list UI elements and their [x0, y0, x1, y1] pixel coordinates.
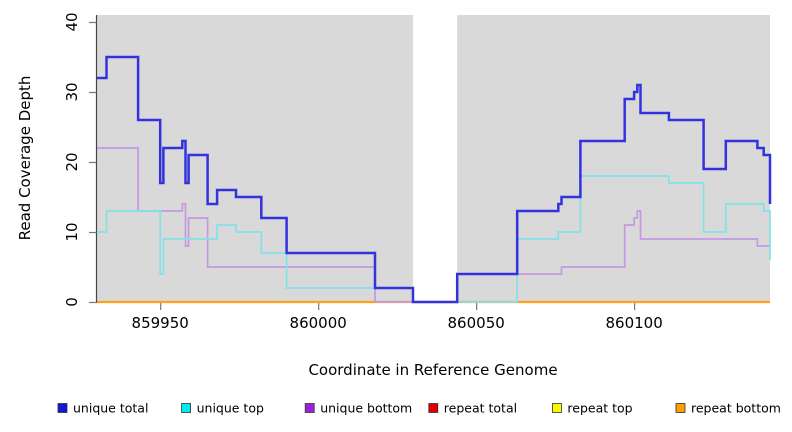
x-tick-label: 860050 — [448, 314, 505, 332]
x-tick-label: 859950 — [132, 314, 189, 332]
legend-swatch-repeat-top — [552, 403, 562, 413]
legend-label-unique-total: unique total — [73, 401, 148, 416]
series-unique-total — [97, 55, 772, 304]
legend-swatch-unique-top — [181, 403, 192, 413]
legend-item: repeat bottom — [675, 401, 781, 416]
x-tick-label: 860000 — [290, 314, 347, 332]
legend-swatch-unique-bottom — [304, 403, 315, 413]
gap-band — [412, 15, 458, 302]
legend-label-unique-bottom: unique bottom — [320, 401, 412, 416]
legend-item: repeat total — [428, 401, 517, 416]
legend-label-repeat-bottom: repeat bottom — [691, 401, 781, 416]
legend-swatch-repeat-bottom — [675, 403, 686, 413]
y-axis-label: Read Coverage Depth — [16, 76, 34, 241]
y-tick-label: 40 — [63, 12, 81, 31]
legend-swatch-repeat-total — [428, 403, 439, 413]
legend-label-unique-top: unique top — [197, 401, 264, 416]
legend-swatch-unique-total — [57, 403, 68, 413]
y-tick-label: 0 — [63, 297, 81, 307]
x-tick-label: 860100 — [606, 314, 663, 332]
legend-item: unique top — [181, 401, 264, 416]
legend-item: unique total — [57, 401, 148, 416]
y-tick-label: 30 — [63, 82, 81, 101]
y-tick-label: 20 — [63, 152, 81, 171]
legend-label-repeat-top: repeat top — [567, 401, 632, 416]
x-axis-label: Coordinate in Reference Genome — [308, 361, 557, 379]
legend-item: unique bottom — [304, 401, 412, 416]
legend-label-repeat-total: repeat total — [444, 401, 517, 416]
legend-item: repeat top — [552, 401, 633, 416]
y-tick-label: 10 — [63, 222, 81, 241]
